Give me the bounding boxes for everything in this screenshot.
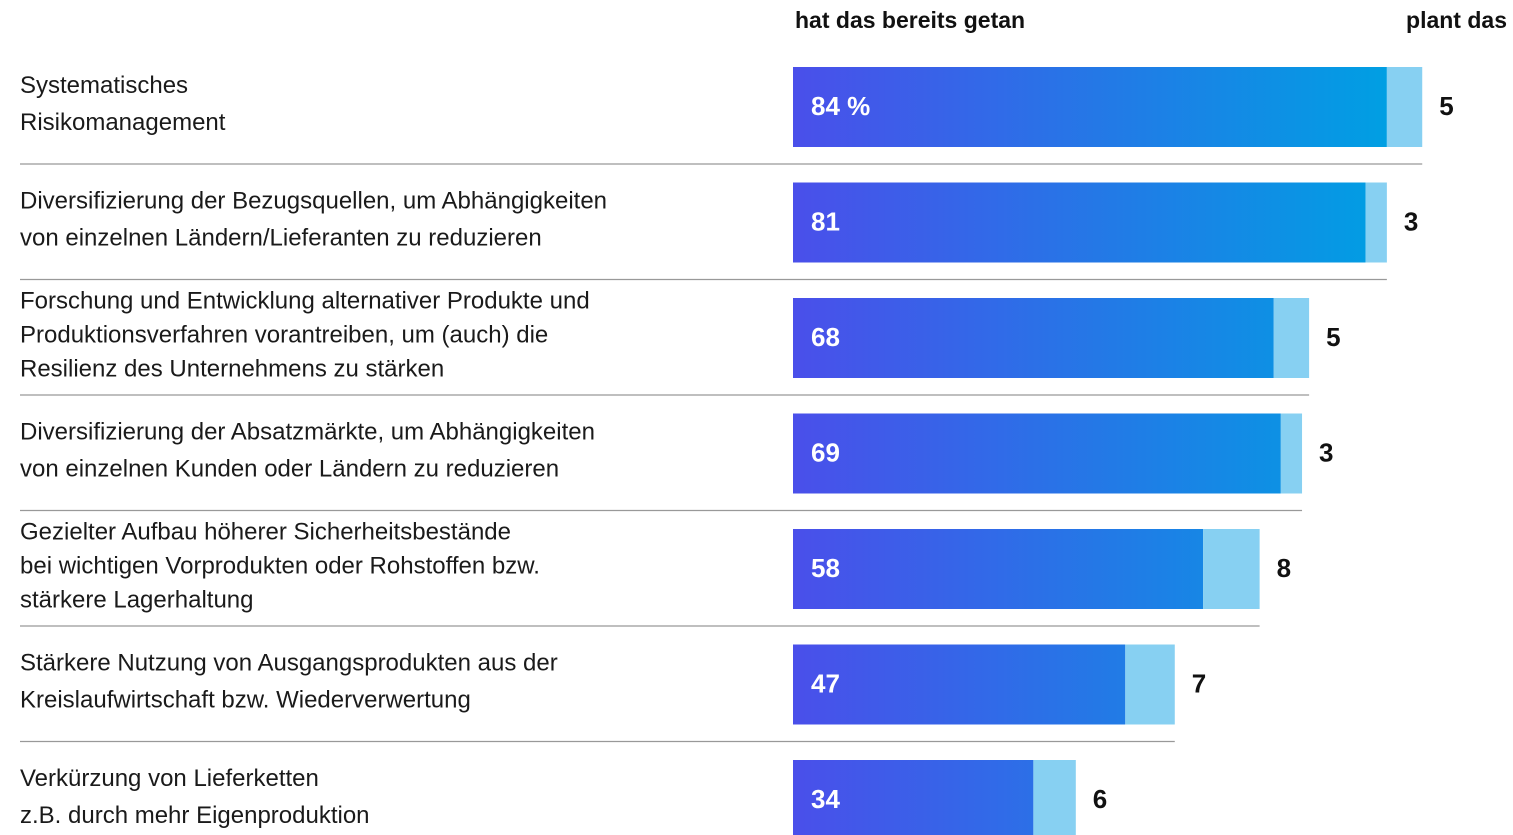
bar	[1125, 644, 1175, 725]
value-label: 3	[1319, 437, 1333, 467]
category-label: Kreislaufwirtschaft bzw. Wiederverwertun…	[20, 686, 471, 713]
bar	[793, 182, 1366, 263]
category-label: z.B. durch mehr Eigenproduktion	[20, 802, 370, 829]
category-label: Diversifizierung der Absatzmärkte, um Ab…	[20, 418, 595, 445]
category-label: von einzelnen Ländern/Lieferanten zu red…	[20, 224, 542, 251]
value-label: 58	[811, 553, 840, 583]
category-label: stärkere Lagerhaltung	[20, 586, 253, 613]
category-label: Risikomanagement	[20, 109, 226, 136]
value-label: 69	[811, 437, 840, 467]
category-label: bei wichtigen Vorprodukten oder Rohstoff…	[20, 552, 540, 579]
value-label: 8	[1277, 553, 1291, 583]
category-label: Systematisches	[20, 72, 188, 99]
value-label: 81	[811, 206, 840, 236]
bar	[1365, 182, 1387, 263]
bar	[793, 298, 1274, 378]
bar	[1386, 67, 1423, 147]
bar	[793, 644, 1126, 725]
bar	[793, 413, 1281, 494]
value-label: 84 %	[811, 91, 870, 121]
value-label: 34	[811, 784, 840, 814]
legend-label: plant das	[1406, 7, 1507, 33]
category-label: Gezielter Aufbau höherer Sicherheitsbest…	[20, 518, 511, 545]
value-label: 7	[1192, 668, 1206, 698]
value-label: 5	[1326, 322, 1340, 352]
value-label: 5	[1439, 91, 1453, 121]
bar	[1273, 298, 1310, 378]
bar	[793, 760, 1034, 835]
legend-label: hat das bereits getan	[795, 7, 1025, 33]
category-label: Verkürzung von Lieferketten	[20, 765, 319, 792]
value-label: 6	[1093, 784, 1107, 814]
value-label: 47	[811, 668, 840, 698]
bar	[1033, 760, 1076, 835]
bar	[793, 67, 1387, 147]
category-label: Stärkere Nutzung von Ausgangsprodukten a…	[20, 649, 558, 676]
bar	[1203, 529, 1260, 609]
category-label: Resilienz des Unternehmens zu stärken	[20, 355, 444, 382]
value-label: 3	[1404, 206, 1418, 236]
category-label: von einzelnen Kunden oder Ländern zu red…	[20, 455, 559, 482]
value-label: 68	[811, 322, 840, 352]
bar	[1280, 413, 1303, 494]
category-label: Diversifizierung der Bezugsquellen, um A…	[20, 187, 607, 214]
category-label: Forschung und Entwicklung alternativer P…	[20, 287, 590, 314]
category-label: Produktionsverfahren vorantreiben, um (a…	[20, 321, 548, 348]
bar	[793, 529, 1204, 609]
